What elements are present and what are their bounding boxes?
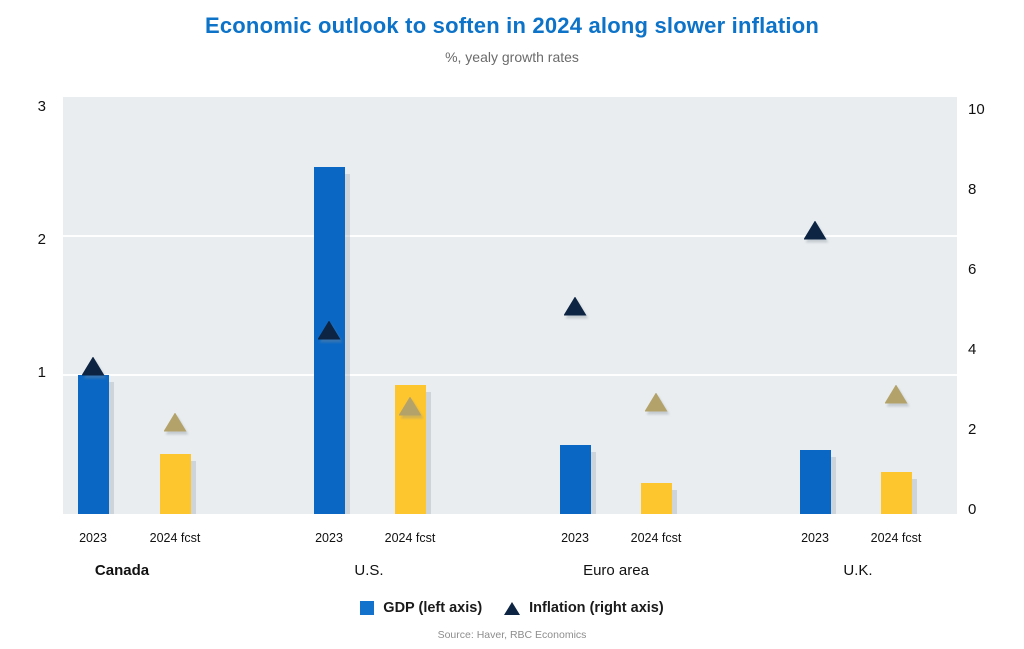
right-axis-tick-10: 10	[968, 101, 985, 118]
x-tick-u-k-2023: 2023	[801, 531, 829, 545]
x-tick-u-s-2024-fcst: 2024 fcst	[384, 531, 436, 545]
inflation-marker-canada-2023	[81, 356, 105, 376]
gdp-bar-u-s-2023	[313, 166, 345, 514]
inflation-marker-canada-2024-fcst	[163, 412, 187, 432]
chart-subtitle: %, yealy growth rates	[445, 49, 579, 65]
triangle-icon	[563, 296, 587, 316]
left-axis-tick-3: 3	[37, 98, 46, 115]
x-tick-canada-2023: 2023	[79, 531, 107, 545]
right-axis-tick-6: 6	[968, 261, 977, 278]
chart-title: Economic outlook to soften in 2024 along…	[204, 13, 819, 38]
triangle-icon	[398, 396, 422, 416]
legend-gdp-label: GDP (left axis)	[383, 600, 483, 616]
x-tick-u-s-2023: 2023	[315, 531, 343, 545]
inflation-marker-euro-area-2024-fcst	[644, 392, 668, 412]
inflation-marker-u-k-2023	[803, 220, 827, 240]
legend-item-inflation: Inflation (right axis)	[504, 600, 664, 616]
right-axis-tick-8: 8	[968, 181, 977, 198]
inflation-marker-u-k-2024-fcst	[884, 384, 908, 404]
inflation-triangle-icon	[504, 601, 521, 615]
x-tick-euro-area-2023: 2023	[561, 531, 589, 545]
triangle-icon	[803, 220, 827, 240]
triangle-icon	[644, 392, 668, 412]
category-label-euro-area: Euro area	[583, 562, 649, 579]
triangle-icon	[317, 320, 341, 340]
gdp-square-icon	[360, 601, 375, 615]
left-axis-tick-2: 2	[37, 231, 46, 248]
legend-inflation-label: Inflation (right axis)	[529, 600, 664, 616]
legend-item-gdp: GDP (left axis)	[360, 600, 482, 616]
right-axis-tick-4: 4	[968, 341, 977, 358]
x-tick-euro-area-2024-fcst: 2024 fcst	[630, 531, 682, 545]
category-label-canada: Canada	[94, 562, 150, 579]
triangle-icon	[163, 412, 187, 432]
gdp-bar-euro-area-2023	[559, 444, 591, 514]
gdp-bar-canada-2023	[77, 375, 109, 514]
x-tick-u-k-2024-fcst: 2024 fcst	[870, 531, 922, 545]
right-axis-tick-0: 0	[968, 501, 977, 518]
source-note: Source: Haver, RBC Economics	[437, 629, 587, 641]
inflation-marker-u-s-2024-fcst	[398, 396, 422, 416]
inflation-marker-euro-area-2023	[563, 296, 587, 316]
x-tick-canada-2024-fcst: 2024 fcst	[149, 531, 201, 545]
inflation-marker-u-s-2023	[317, 320, 341, 340]
gridline-2	[63, 235, 957, 237]
right-axis-tick-2: 2	[968, 421, 977, 438]
left-axis-tick-1: 1	[37, 364, 46, 381]
triangle-icon	[884, 384, 908, 404]
gdp-bar-canada-2024-fcst	[159, 454, 191, 514]
plot-area	[63, 97, 957, 514]
gdp-bar-euro-area-2024-fcst	[640, 483, 672, 514]
category-label-u-k: U.K.	[843, 562, 873, 579]
category-label-u-s: U.S.	[354, 562, 384, 579]
gdp-bar-u-k-2024-fcst	[880, 472, 912, 514]
gridline-1	[63, 374, 957, 376]
triangle-icon	[81, 356, 105, 376]
gdp-bar-u-k-2023	[799, 450, 831, 514]
chart-legend: GDP (left axis) Inflation (right axis)	[0, 600, 1024, 616]
